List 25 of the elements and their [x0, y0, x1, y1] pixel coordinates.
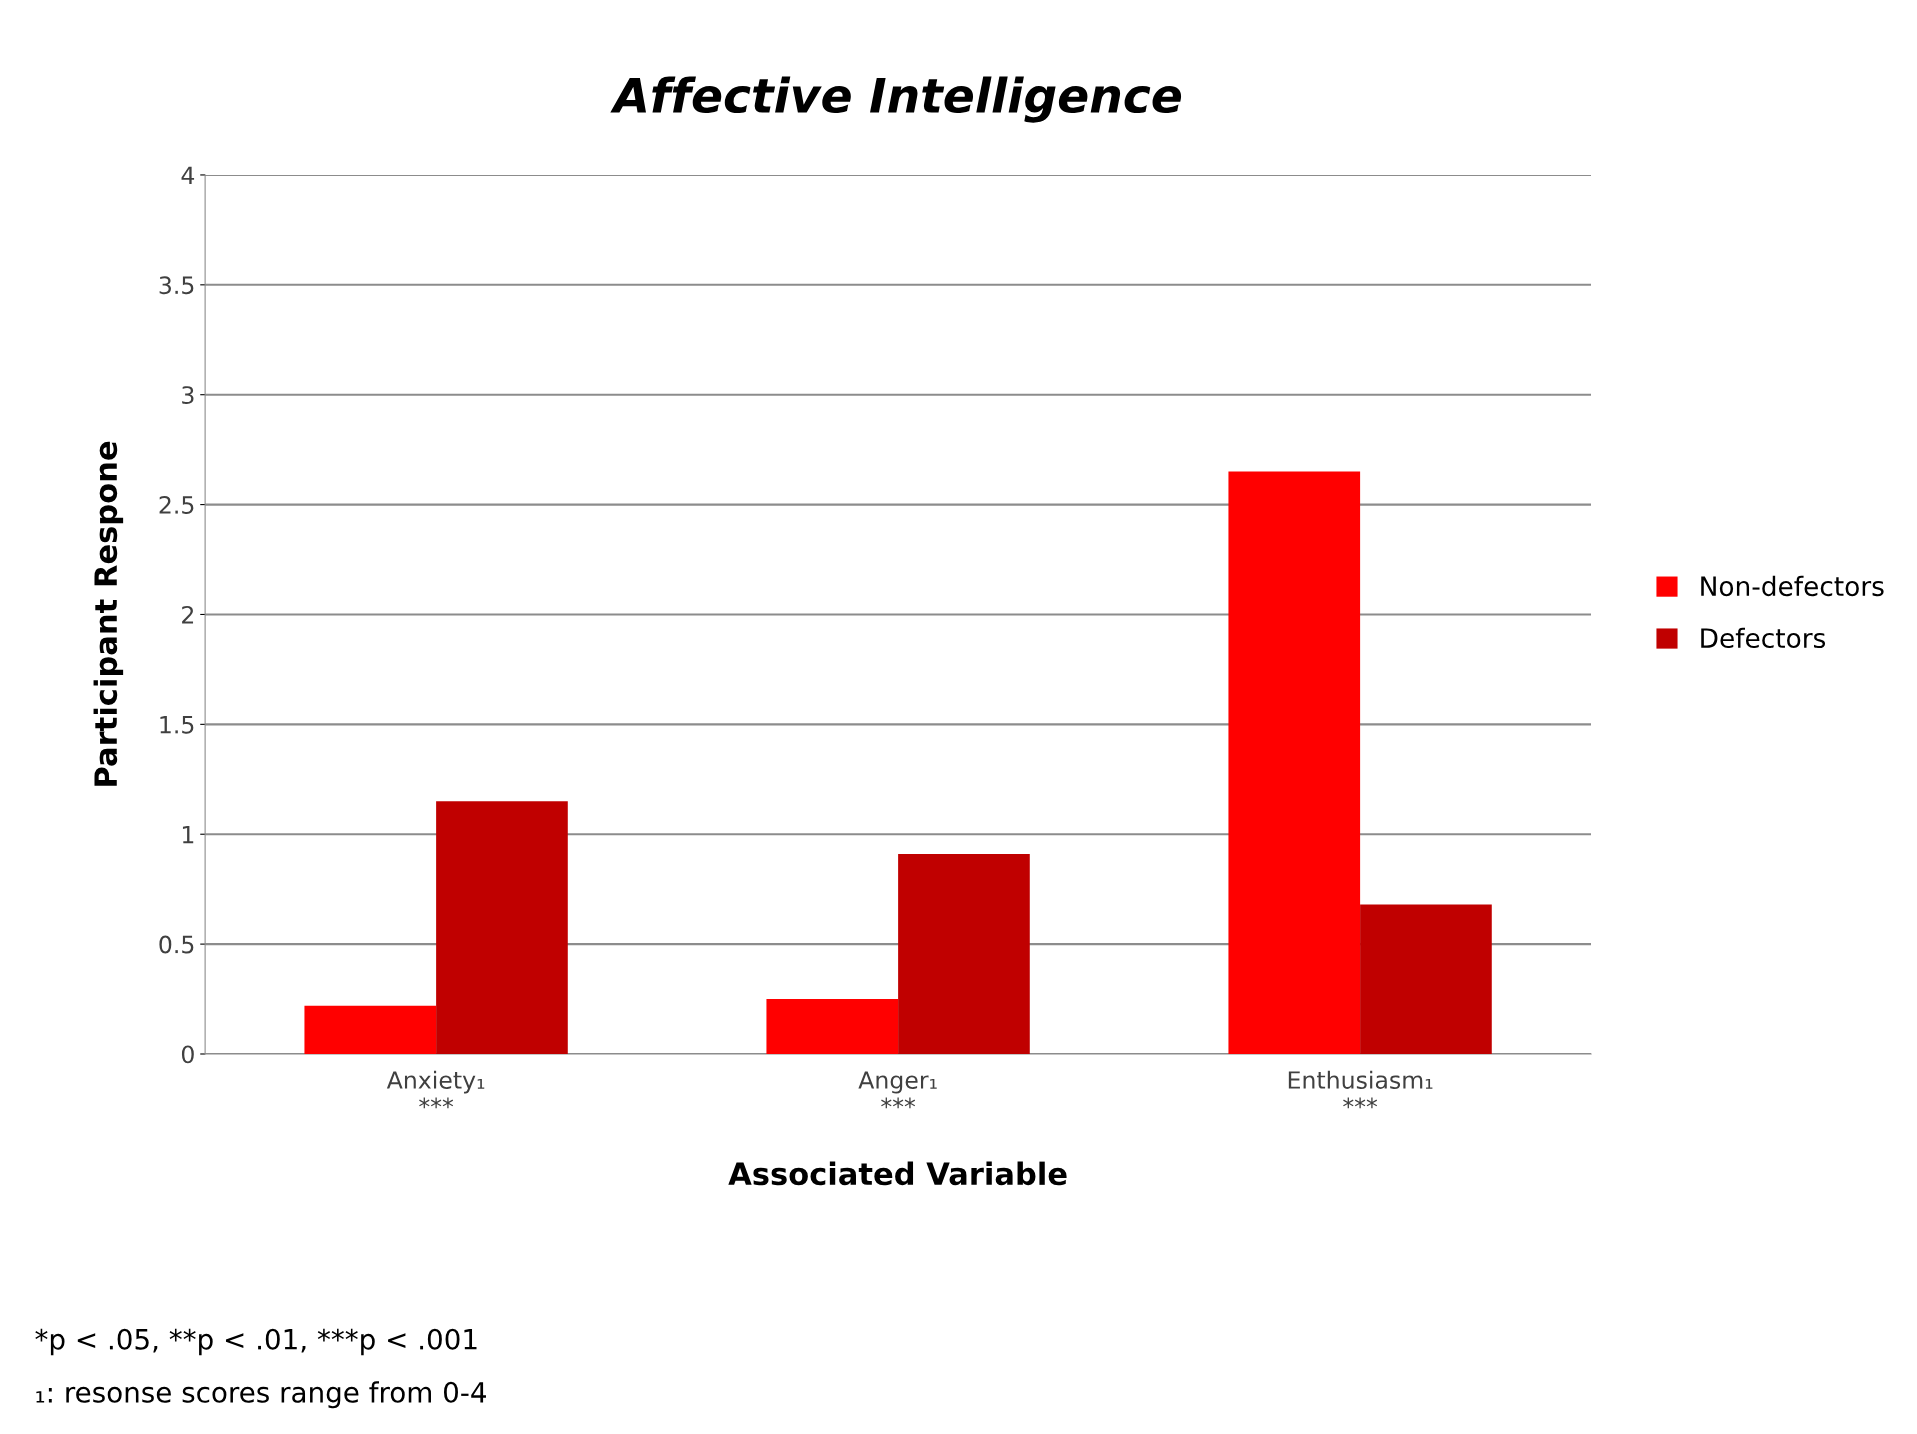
- text: *p < .05, **p < .01, ***p < .001: [35, 1328, 477, 1356]
- chart-title: Affective Intelligence: [610, 76, 1182, 123]
- x-tick-label: Anxiety₁ ***: [386, 1070, 485, 1109]
- y-tick-label: 2.5: [159, 496, 194, 514]
- y-tick-label: 0.5: [159, 935, 194, 954]
- y-tick-label: 1.5: [160, 716, 194, 734]
- x-axis-title: Associated Variable: [728, 1161, 1067, 1186]
- bar: [304, 1005, 437, 1054]
- bar: [766, 999, 899, 1054]
- legend-label: Defectors: [1701, 627, 1826, 649]
- bar: [898, 854, 1030, 1054]
- bar: [1360, 904, 1492, 1054]
- x-tick-label: Anger₁ ***: [858, 1071, 937, 1109]
- y-tick-label: 2: [182, 605, 194, 624]
- y-tick-label: 0: [181, 1045, 194, 1064]
- y-tick-label: 3.5: [159, 276, 194, 295]
- bar: [1228, 471, 1361, 1054]
- y-tick-label: 4: [181, 166, 195, 184]
- bar: [436, 801, 568, 1054]
- x-tick-label: Enthusiasm₁ ***: [1288, 1070, 1433, 1109]
- y-tick-label: 1: [182, 825, 194, 844]
- text: ₁: resonse scores range from 0-4: [36, 1381, 486, 1409]
- y-axis-title: Participant Respone: [93, 441, 124, 786]
- legend-label: Non-defectors: [1701, 575, 1884, 597]
- y-tick-label: 3: [182, 386, 194, 405]
